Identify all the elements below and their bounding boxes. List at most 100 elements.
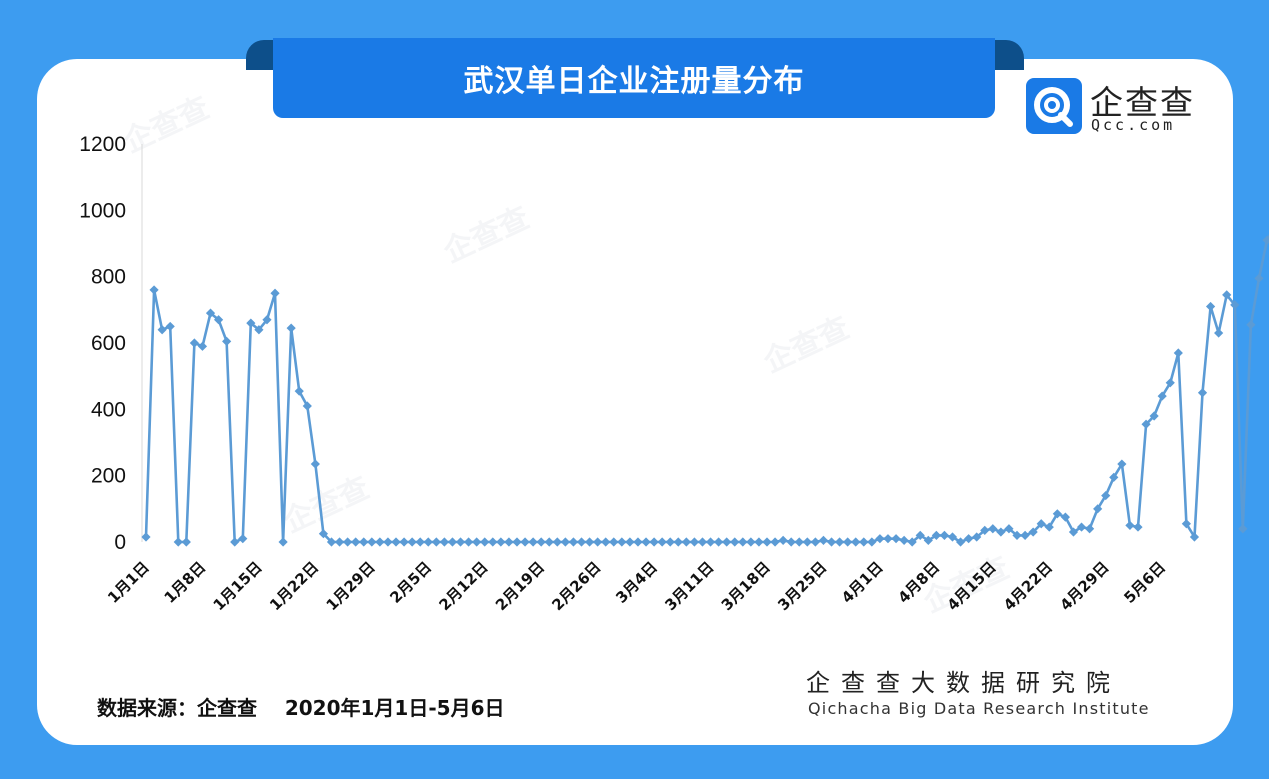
data-point <box>552 537 562 547</box>
data-point <box>1197 388 1208 398</box>
x-tick-label: 4月1日 <box>838 558 887 607</box>
data-point <box>1109 472 1119 482</box>
data-point <box>480 537 490 547</box>
data-point <box>1246 320 1256 330</box>
data-point <box>818 535 829 545</box>
data-point <box>625 537 635 547</box>
plot-area <box>141 234 1269 547</box>
data-point <box>923 535 933 545</box>
data-point <box>464 537 474 547</box>
data-point <box>504 537 514 547</box>
y-tick-label: 0 <box>114 531 126 554</box>
x-tick-label: 3月11日 <box>661 558 717 614</box>
data-point <box>859 537 869 547</box>
data-point <box>738 537 748 547</box>
data-point <box>1093 504 1103 514</box>
data-point <box>1004 524 1014 534</box>
data-point <box>496 537 506 547</box>
data-point <box>714 537 724 547</box>
logo-text-en: Qcc.com <box>1091 116 1176 134</box>
data-point <box>302 401 312 411</box>
data-point <box>488 537 498 547</box>
x-tick-label: 4月15日 <box>944 558 1000 614</box>
data-point <box>593 537 603 547</box>
x-tick-label: 1月8日 <box>161 558 210 607</box>
data-point <box>1044 522 1054 532</box>
institute-name-en: Qichacha Big Data Research Institute <box>808 699 1150 718</box>
data-point <box>1012 530 1022 540</box>
chart-card <box>37 59 1233 745</box>
data-point <box>512 537 522 547</box>
data-point <box>1036 519 1046 529</box>
data-point <box>294 386 304 396</box>
data-point <box>560 537 570 547</box>
data-point <box>867 537 877 547</box>
data-point <box>431 537 441 547</box>
data-point <box>1020 530 1030 540</box>
data-point <box>843 537 853 547</box>
data-point <box>1173 348 1183 358</box>
data-point <box>544 537 554 547</box>
data-point <box>254 325 264 335</box>
data-point <box>980 525 990 535</box>
y-tick-label: 200 <box>91 465 126 488</box>
data-point <box>1181 519 1191 529</box>
data-point <box>617 537 627 547</box>
data-point <box>1262 235 1269 245</box>
data-point <box>439 537 450 547</box>
x-tick-label: 4月22日 <box>1000 558 1056 614</box>
data-point <box>326 537 337 547</box>
data-point <box>310 459 320 469</box>
title-tab-right <box>990 40 1024 70</box>
data-point <box>238 534 248 544</box>
data-point <box>262 315 272 325</box>
x-tick-label: 3月25日 <box>774 558 830 614</box>
data-point <box>1117 459 1127 469</box>
data-point <box>520 537 530 547</box>
data-point <box>399 537 409 547</box>
y-tick-label: 600 <box>91 332 126 355</box>
data-point <box>689 537 700 547</box>
data-point <box>939 530 950 540</box>
x-tick-label: 1月15日 <box>210 558 266 614</box>
data-point <box>964 534 974 544</box>
data-point <box>802 537 812 547</box>
data-point <box>1238 524 1248 534</box>
data-point <box>1076 522 1087 532</box>
data-point <box>181 537 191 547</box>
data-point <box>149 285 159 295</box>
data-point <box>351 537 361 547</box>
x-tick-label: 2月12日 <box>435 558 491 614</box>
data-point <box>972 532 982 542</box>
institute-name-cn: 企查查大数据研究院 <box>806 669 1121 697</box>
data-point <box>601 537 611 547</box>
x-axis: 1月1日 1月8日 1月15日 1月22日 1月29日 2月5日 2月12日 2月19日 2月2… <box>104 558 1169 614</box>
data-point <box>343 537 353 547</box>
data-point <box>1141 419 1151 429</box>
data-point <box>947 532 958 542</box>
data-point <box>576 537 587 547</box>
data-point <box>246 318 256 328</box>
data-point <box>657 537 667 547</box>
data-point <box>1028 527 1038 537</box>
data-point <box>391 537 401 547</box>
y-tick-label: 400 <box>91 398 126 421</box>
data-point <box>536 537 546 547</box>
data-point <box>1133 522 1143 532</box>
data-source: 数据来源：企查查 2020年1月1日-5月6日 <box>97 696 505 720</box>
data-point <box>730 537 740 547</box>
data-point <box>173 537 183 547</box>
data-point <box>762 537 772 547</box>
x-tick-label: 1月1日 <box>104 558 153 607</box>
data-point <box>528 537 538 547</box>
data-point <box>1101 490 1111 501</box>
data-point <box>1230 300 1240 310</box>
data-point <box>955 537 966 547</box>
data-point <box>826 537 837 547</box>
data-point <box>1157 391 1167 401</box>
x-tick-label: 3月18日 <box>718 558 774 614</box>
y-axis: 0 200 400 600 800 1000 1200 <box>79 133 143 554</box>
data-point <box>891 534 901 544</box>
data-point <box>1254 273 1264 283</box>
data-point <box>907 537 917 547</box>
